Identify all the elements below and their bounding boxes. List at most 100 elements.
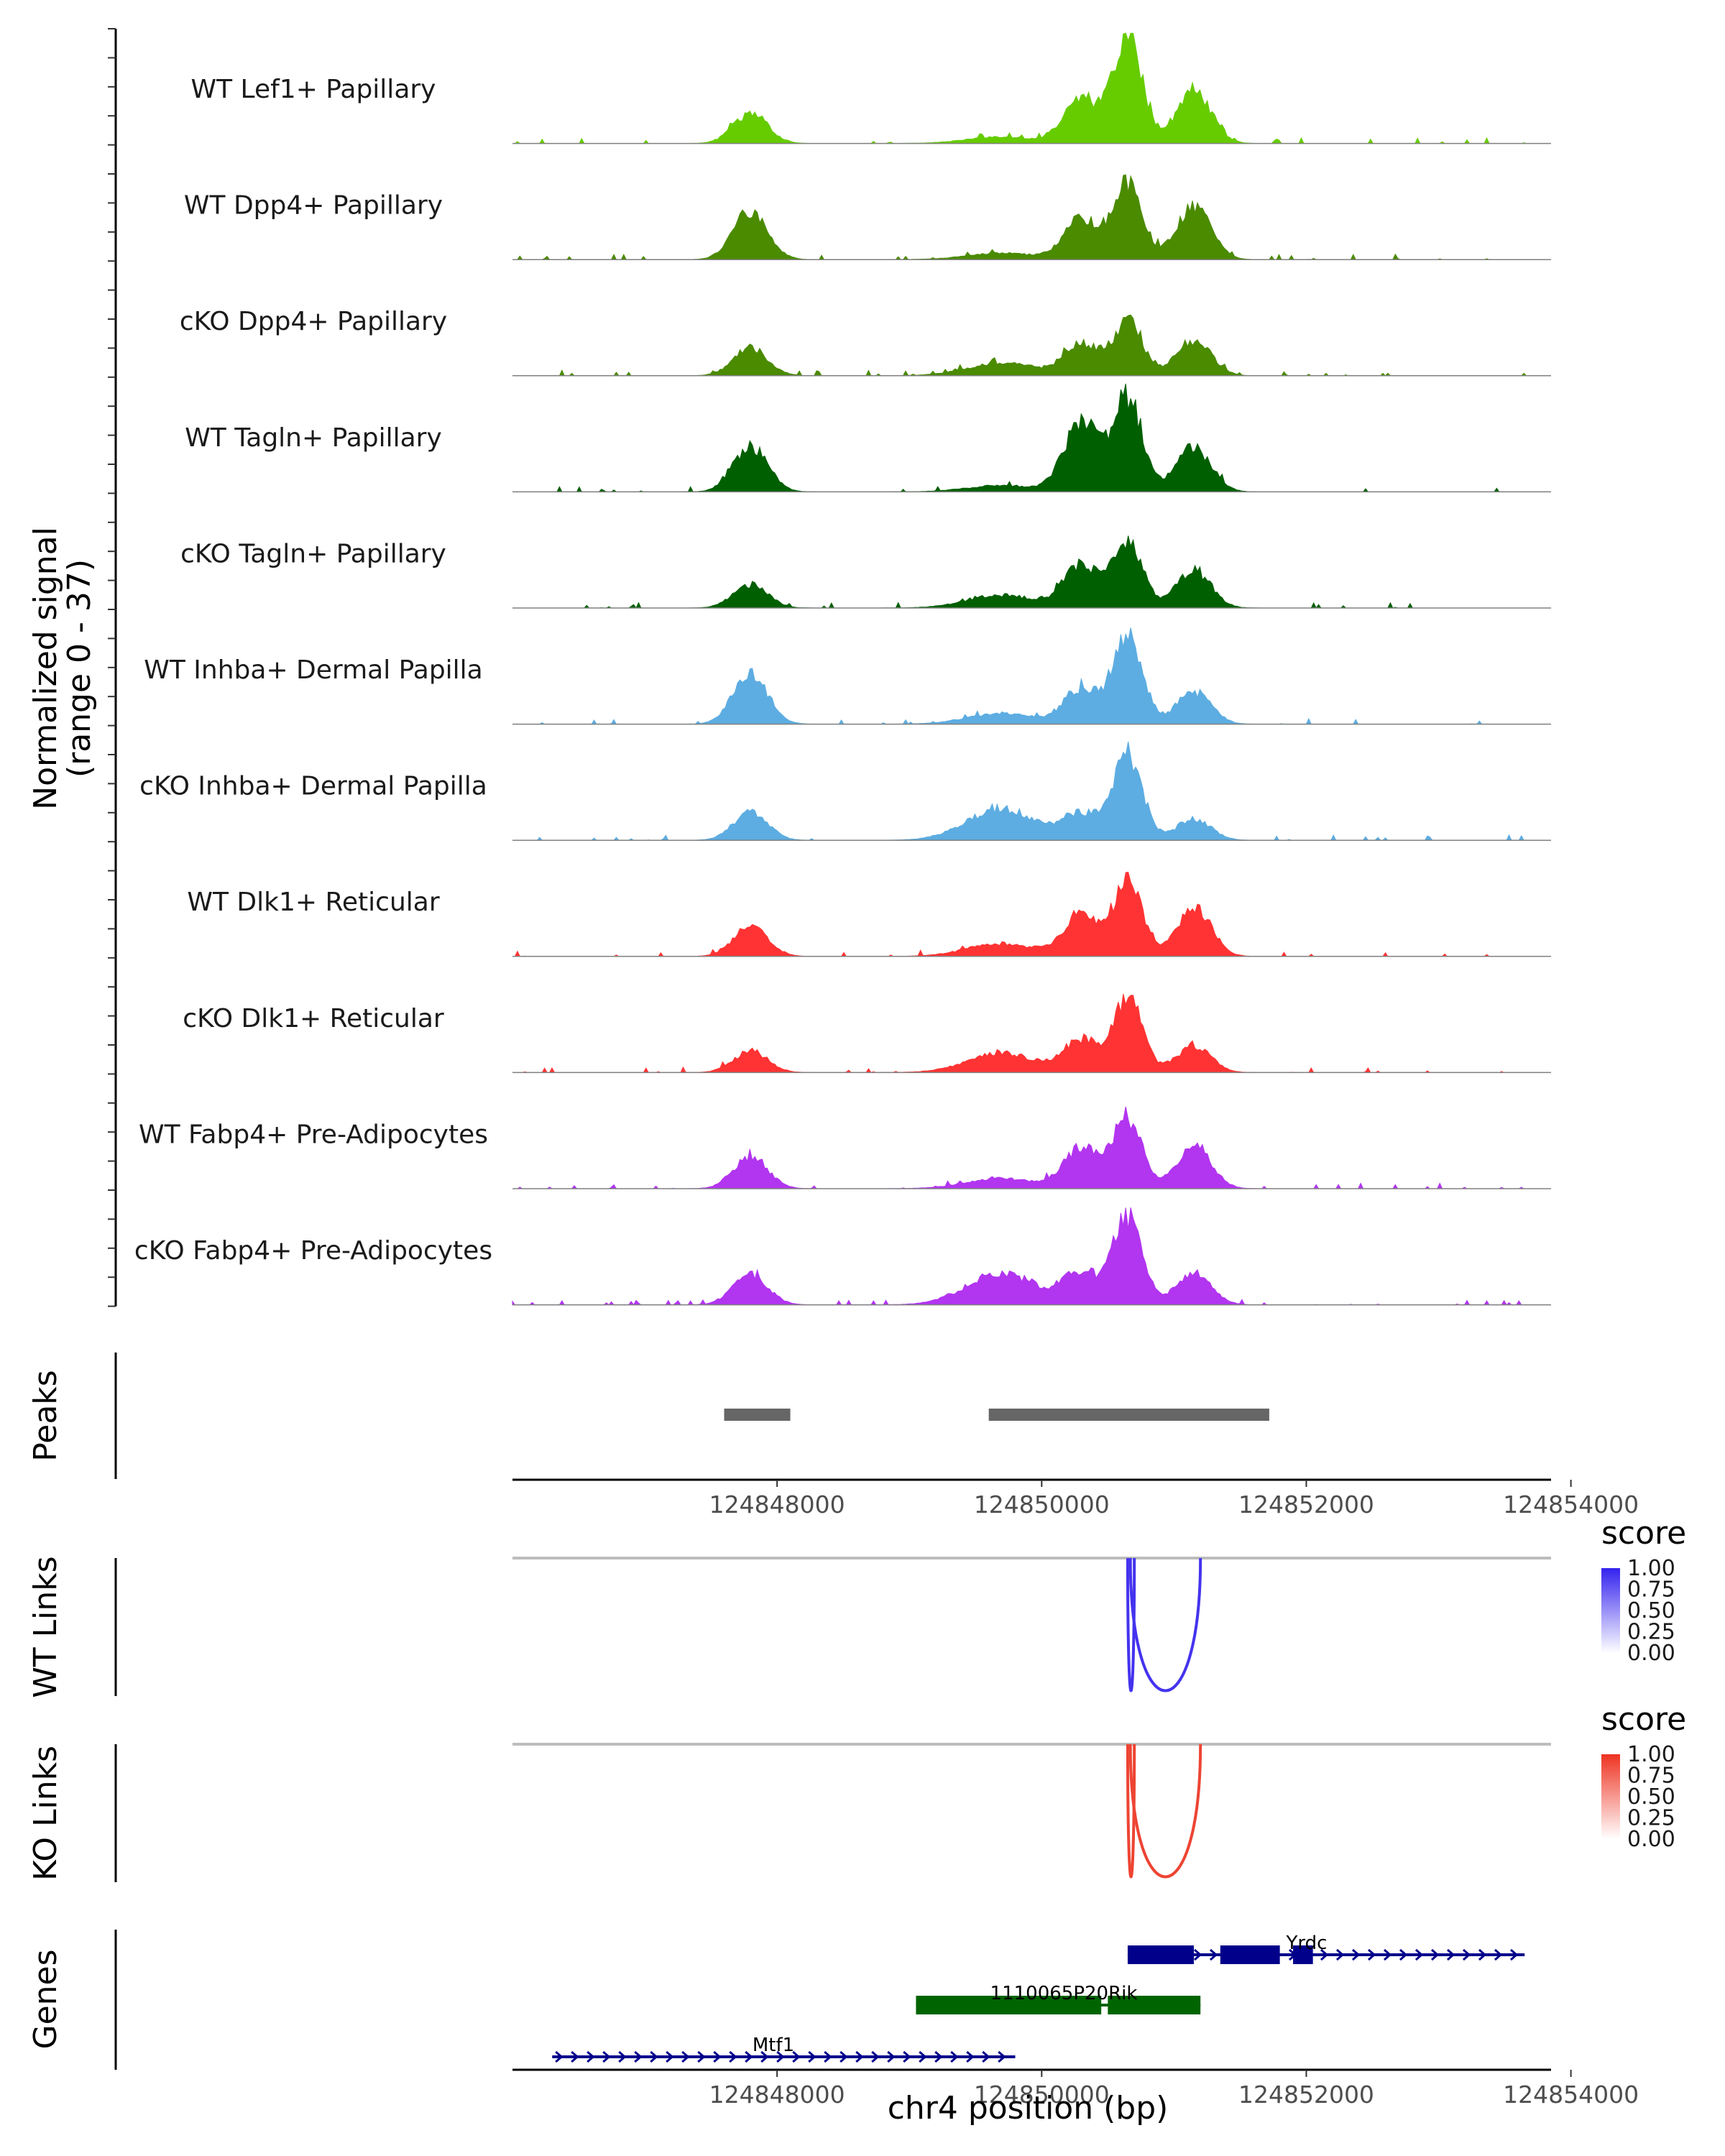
coverage-area — [512, 741, 1551, 841]
links-track-label: KO Links — [27, 1746, 64, 1881]
coverage-y-axis-range: (range 0 - 37) — [61, 559, 98, 778]
coverage-track: WT Lef1+ Papillary — [191, 32, 1551, 144]
links-track: KO Links score 1.000.750.500.250.00 — [27, 1701, 1686, 1882]
coverage-area — [512, 32, 1551, 144]
strand-chevron — [1399, 1948, 1408, 1961]
genes-track: Genes Yrdc 1110065P20Rik Mtf1 — [27, 1930, 1525, 2070]
coverage-track-label: cKO Dpp4+ Papillary — [180, 307, 447, 336]
strand-chevron — [950, 2050, 959, 2063]
coverage-track-label: WT Dpp4+ Papillary — [184, 191, 443, 221]
coverage-area — [512, 627, 1551, 725]
coverage-area — [512, 535, 1551, 609]
coverage-track: cKO Fabp4+ Pre-Adipocytes — [134, 1207, 1551, 1306]
strand-chevron — [871, 2050, 880, 2063]
score-legend: score 1.000.750.500.250.00 — [1601, 1515, 1686, 1666]
strand-chevron — [1509, 1948, 1519, 1961]
peaks-track: Peaks — [27, 1353, 1269, 1479]
strand-chevron — [840, 2050, 848, 2063]
strand-chevron — [745, 2050, 753, 2063]
strand-chevron — [1478, 1948, 1487, 1961]
strand-chevron — [808, 2050, 816, 2063]
strand-chevron — [571, 2050, 579, 2063]
strand-chevron — [776, 2050, 785, 2063]
links-track: WT Links score 1.000.750.500.250.00 — [27, 1515, 1686, 1698]
coverage-track-label: WT Fabp4+ Pre-Adipocytes — [139, 1120, 488, 1149]
gene: Yrdc — [1127, 1932, 1525, 1964]
strand-chevron — [618, 2050, 627, 2063]
gene-exon — [916, 1996, 1102, 2014]
strand-chevron — [586, 2050, 595, 2063]
strand-chevron — [1193, 1948, 1202, 1961]
x-axis-tick-label: 124852000 — [1238, 2081, 1374, 2109]
legend-tick-label: 0.00 — [1627, 1641, 1675, 1666]
legend-tick-label: 0.00 — [1627, 1827, 1675, 1852]
coverage-area — [512, 993, 1551, 1074]
strand-chevron — [1367, 1948, 1376, 1961]
genes-track-label: Genes — [27, 1949, 64, 2049]
coverage-track: cKO Dlk1+ Reticular — [183, 993, 1551, 1074]
legend-tick-label: 1.00 — [1627, 1742, 1675, 1767]
legend-tick-label: 0.50 — [1627, 1784, 1675, 1810]
coverage-track: WT Inhba+ Dermal Papilla — [144, 627, 1551, 725]
strand-chevron — [697, 2050, 706, 2063]
strand-chevron — [998, 2050, 1006, 2063]
strand-chevron — [666, 2050, 674, 2063]
coverage-track: cKO Dpp4+ Papillary — [180, 307, 1551, 377]
strand-chevron — [729, 2050, 737, 2063]
strand-chevron — [1335, 1948, 1345, 1961]
strand-chevron — [602, 2050, 611, 2063]
coverage-track-label: cKO Inhba+ Dermal Papilla — [139, 772, 487, 801]
legend-tick-label: 0.75 — [1627, 1764, 1675, 1789]
coverage-area — [512, 174, 1551, 260]
strand-chevron — [634, 2050, 643, 2063]
coverage-track: cKO Inhba+ Dermal Papilla — [139, 741, 1551, 841]
strand-chevron — [792, 2050, 801, 2063]
coverage-track: WT Dpp4+ Papillary — [184, 174, 1551, 260]
strand-chevron — [681, 2050, 690, 2063]
strand-chevron — [903, 2050, 911, 2063]
x-axes: 124848000 124850000 124852000 124854000 1248… — [512, 1478, 1639, 2109]
peak-interval — [988, 1409, 1269, 1421]
strand-chevron — [919, 2050, 927, 2063]
x-axis-tick-label: 124852000 — [1238, 1491, 1374, 1519]
strand-chevron — [1446, 1948, 1455, 1961]
coverage-y-axis — [108, 28, 117, 1307]
gene: 1110065P20Rik — [916, 1983, 1201, 2014]
strand-chevron — [1320, 1948, 1329, 1961]
legend-tick-label: 0.25 — [1627, 1620, 1675, 1645]
coverage-area — [512, 383, 1551, 492]
x-axis-tick-label: 124850000 — [974, 2081, 1110, 2109]
strand-chevron — [555, 2050, 564, 2063]
link-arc — [1128, 1557, 1202, 1692]
legend-tick-label: 0.75 — [1627, 1577, 1675, 1603]
link-arc — [1128, 1743, 1202, 1879]
gene-exon — [1108, 1996, 1201, 2014]
strand-chevron — [1351, 1948, 1361, 1961]
coverage-track: cKO Tagln+ Papillary — [180, 535, 1551, 609]
coverage-y-axis-title: Normalized signal — [27, 527, 64, 810]
strand-chevron — [982, 2050, 990, 2063]
strand-chevron — [966, 2050, 975, 2063]
strand-chevron — [934, 2050, 943, 2063]
strand-chevron — [650, 2050, 658, 2063]
legend-title: score — [1601, 1515, 1686, 1552]
gene-name: Yrdc — [1286, 1932, 1328, 1954]
coverage-track-label: WT Tagln+ Papillary — [185, 423, 442, 453]
peak-interval — [724, 1409, 791, 1421]
strand-chevron — [1209, 1948, 1218, 1961]
coverage-track-label: WT Dlk1+ Reticular — [187, 888, 439, 917]
gene-name: Mtf1 — [753, 2035, 794, 2056]
strand-chevron — [1462, 1948, 1471, 1961]
legend-tick-label: 0.50 — [1627, 1598, 1675, 1623]
gene: Mtf1 — [552, 2035, 1016, 2063]
x-axis-tick-label: 124854000 — [1503, 1491, 1639, 1519]
coverage-area — [512, 314, 1551, 377]
legend-tick-label: 1.00 — [1627, 1556, 1675, 1581]
strand-chevron — [855, 2050, 864, 2063]
legend-colorbar — [1601, 1754, 1620, 1839]
x-axis-tick-label: 124848000 — [709, 1491, 845, 1519]
coverage-area — [512, 872, 1551, 957]
coverage-track-label: cKO Tagln+ Papillary — [180, 539, 446, 568]
coverage-area — [512, 1106, 1551, 1189]
